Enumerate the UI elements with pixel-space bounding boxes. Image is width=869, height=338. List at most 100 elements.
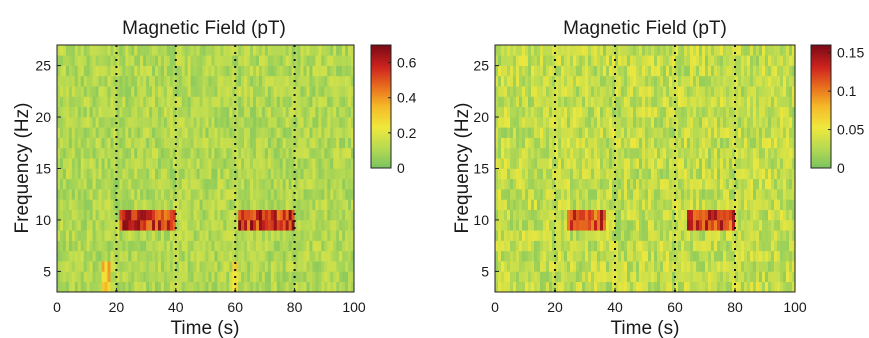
heatmap-cell	[342, 127, 346, 138]
heatmap-cell	[630, 106, 634, 118]
heatmap-cell	[98, 178, 102, 190]
heatmap-cell	[657, 261, 661, 272]
heatmap-cell	[495, 219, 499, 231]
heatmap-cell	[738, 106, 742, 118]
heatmap-cell	[163, 106, 168, 118]
heatmap-cell	[570, 219, 574, 231]
heatmap-cell	[600, 55, 604, 66]
colorbar-segment	[371, 163, 391, 167]
heatmap-cell	[264, 106, 269, 118]
heatmap-cell	[238, 281, 242, 293]
heatmap-cell	[175, 75, 180, 87]
heatmap-cell	[98, 55, 102, 66]
heatmap-cell	[137, 45, 141, 56]
heatmap-cell	[600, 209, 604, 221]
heatmap-cell	[143, 281, 147, 293]
heatmap-cell	[86, 168, 90, 180]
heatmap-cell	[312, 271, 316, 283]
heatmap-cell	[309, 281, 313, 293]
heatmap-cell	[549, 209, 553, 221]
heatmap-cell	[86, 55, 90, 66]
heatmap-cell	[235, 45, 239, 56]
heatmap-cell	[270, 281, 275, 293]
colorbar-segment	[811, 94, 831, 97]
heatmap-cell	[226, 199, 230, 210]
heatmap-cell	[351, 75, 355, 87]
heatmap-cell	[729, 55, 733, 66]
heatmap-cell	[217, 189, 221, 200]
heatmap-cell	[630, 86, 634, 97]
heatmap-cell	[606, 86, 610, 97]
heatmap-cell	[651, 271, 655, 283]
heatmap-cell	[684, 147, 688, 159]
heatmap-cell	[714, 65, 718, 77]
heatmap-cell	[226, 96, 230, 108]
heatmap-cell	[615, 86, 619, 97]
colorbar-tick-label: 0.4	[397, 90, 417, 106]
heatmap-cell	[238, 168, 242, 180]
heatmap-cell	[205, 168, 209, 180]
heatmap-cell	[525, 86, 529, 97]
heatmap-cell	[95, 117, 99, 128]
heatmap-cell	[534, 219, 538, 231]
heatmap-cell	[624, 55, 628, 66]
heatmap-cell	[318, 168, 322, 180]
heatmap-cell	[205, 137, 209, 149]
heatmap-cell	[57, 96, 61, 108]
heatmap-cell	[342, 219, 346, 231]
heatmap-cell	[573, 147, 577, 159]
heatmap-cell	[498, 168, 502, 180]
heatmap-cell	[744, 209, 748, 221]
heatmap-cell	[134, 219, 138, 231]
heatmap-cell	[648, 65, 652, 77]
heatmap-cell	[336, 209, 340, 221]
heatmap-cell	[327, 137, 331, 149]
heatmap-cell	[250, 178, 254, 190]
heatmap-cell	[690, 219, 694, 231]
heatmap-cell	[351, 147, 355, 159]
heatmap-cell	[513, 178, 517, 190]
heatmap-cell	[780, 261, 784, 272]
heatmap-cell	[651, 86, 655, 97]
heatmap-cell	[345, 55, 349, 66]
heatmap-cell	[217, 147, 221, 159]
heatmap-cell	[777, 199, 781, 210]
heatmap-cell	[606, 178, 610, 190]
heatmap-cell	[738, 199, 742, 210]
heatmap-cell	[738, 65, 742, 77]
heatmap-cell	[786, 106, 790, 118]
heatmap-cell	[89, 240, 93, 252]
heatmap-cell	[282, 199, 286, 210]
heatmap-cell	[342, 65, 346, 77]
heatmap-cell	[516, 117, 520, 128]
heatmap-cell	[187, 86, 191, 97]
heatmap-cell	[285, 189, 289, 200]
heatmap-cell	[223, 219, 227, 231]
heatmap-cell	[181, 199, 186, 210]
heatmap-cell	[276, 250, 281, 262]
heatmap-cell	[157, 117, 162, 128]
heatmap-cell	[71, 261, 76, 272]
heatmap-cell	[516, 55, 520, 66]
heatmap-cell	[226, 55, 230, 66]
heatmap-cell	[306, 250, 310, 262]
heatmap-cell	[636, 219, 640, 231]
heatmap-cell	[525, 219, 529, 231]
heatmap-cell	[498, 55, 502, 66]
heatmap-cell	[276, 168, 281, 180]
heatmap-cell	[525, 45, 529, 56]
heatmap-cell	[146, 117, 150, 128]
heatmap-cell	[62, 209, 67, 221]
heatmap-cell	[573, 65, 577, 77]
heatmap-cell	[116, 96, 120, 108]
heatmap-cell	[65, 281, 70, 293]
heatmap-cell	[193, 75, 197, 87]
heatmap-cell	[759, 240, 763, 252]
heatmap-cell	[152, 281, 156, 293]
heatmap-cell	[324, 199, 328, 210]
heatmap-cell	[759, 75, 763, 87]
heatmap-cell	[137, 55, 141, 66]
heatmap-cell	[519, 65, 523, 77]
heatmap-cell	[753, 199, 757, 210]
heatmap-cell	[534, 168, 538, 180]
